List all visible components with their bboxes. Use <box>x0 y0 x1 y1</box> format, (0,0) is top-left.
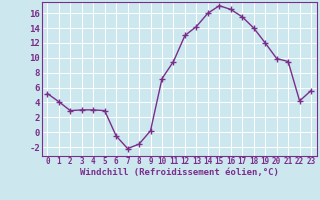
X-axis label: Windchill (Refroidissement éolien,°C): Windchill (Refroidissement éolien,°C) <box>80 168 279 177</box>
